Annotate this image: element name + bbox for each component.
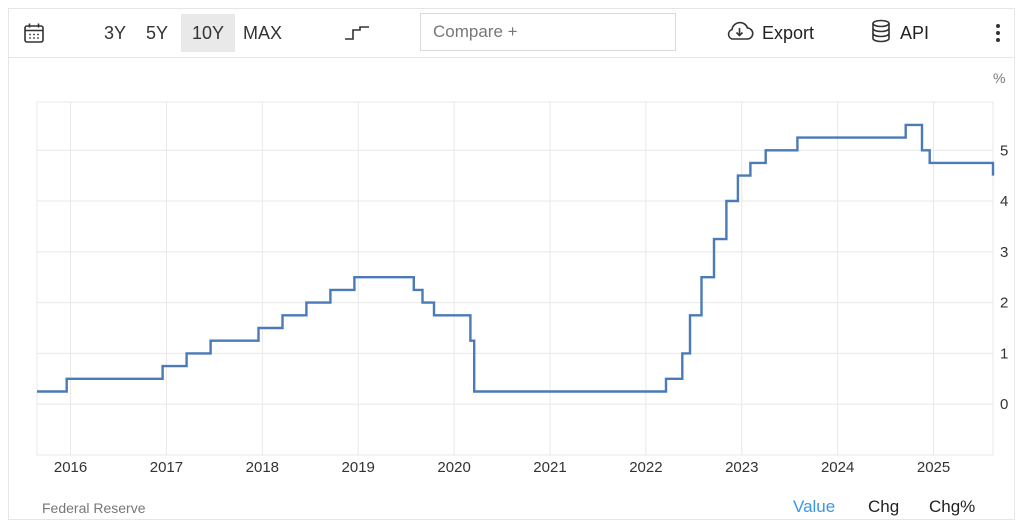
y-tick-label: 3 bbox=[1000, 244, 1008, 261]
tab-chg-pct[interactable]: Chg% bbox=[929, 497, 976, 516]
cloud-download-icon bbox=[724, 20, 754, 47]
export-button[interactable]: Export bbox=[724, 8, 814, 58]
y-tick-label: 2 bbox=[1000, 295, 1008, 312]
database-icon bbox=[870, 19, 892, 48]
x-tick-label: 2025 bbox=[917, 459, 950, 476]
y-tick-label: 1 bbox=[1000, 345, 1008, 362]
more-options-icon[interactable] bbox=[988, 8, 1008, 58]
api-label: API bbox=[900, 22, 930, 43]
range-5y-button[interactable]: 5Y bbox=[146, 22, 169, 43]
plot-area bbox=[36, 101, 994, 456]
tab-value[interactable]: Value bbox=[793, 497, 836, 516]
calendar-icon[interactable] bbox=[20, 8, 48, 58]
x-tick-label: 2019 bbox=[342, 459, 375, 476]
x-tick-label: 2024 bbox=[821, 459, 854, 476]
range-3y-button[interactable]: 3Y bbox=[104, 22, 127, 43]
tab-chg[interactable]: Chg bbox=[868, 497, 900, 516]
y-unit-label: % bbox=[993, 70, 1005, 86]
x-tick-label: 2022 bbox=[629, 459, 662, 476]
x-tick-label: 2017 bbox=[150, 459, 183, 476]
y-tick-label: 4 bbox=[1000, 193, 1008, 210]
range-10y-button[interactable]: 10Y bbox=[181, 14, 235, 52]
x-tick-label: 2020 bbox=[437, 459, 470, 476]
data-source: Federal Reserve bbox=[42, 500, 146, 516]
x-tick-label: 2023 bbox=[725, 459, 758, 476]
api-button[interactable]: API bbox=[870, 8, 929, 58]
x-tick-label: 2021 bbox=[533, 459, 566, 476]
export-label: Export bbox=[762, 22, 815, 43]
y-tick-label: 0 bbox=[1000, 396, 1008, 413]
step-line-icon[interactable] bbox=[342, 8, 372, 58]
x-tick-label: 2016 bbox=[54, 459, 87, 476]
compare-input[interactable]: Compare + bbox=[420, 13, 676, 51]
x-tick-label: 2018 bbox=[246, 459, 279, 476]
range-max-button[interactable]: MAX bbox=[243, 22, 283, 43]
chart-toolbar: 3Y 5Y 10Y MAX Compare + Export API bbox=[8, 8, 1015, 58]
rate-series-line bbox=[37, 123, 995, 393]
chart-frame bbox=[8, 8, 1015, 520]
y-tick-label: 5 bbox=[1000, 142, 1008, 159]
